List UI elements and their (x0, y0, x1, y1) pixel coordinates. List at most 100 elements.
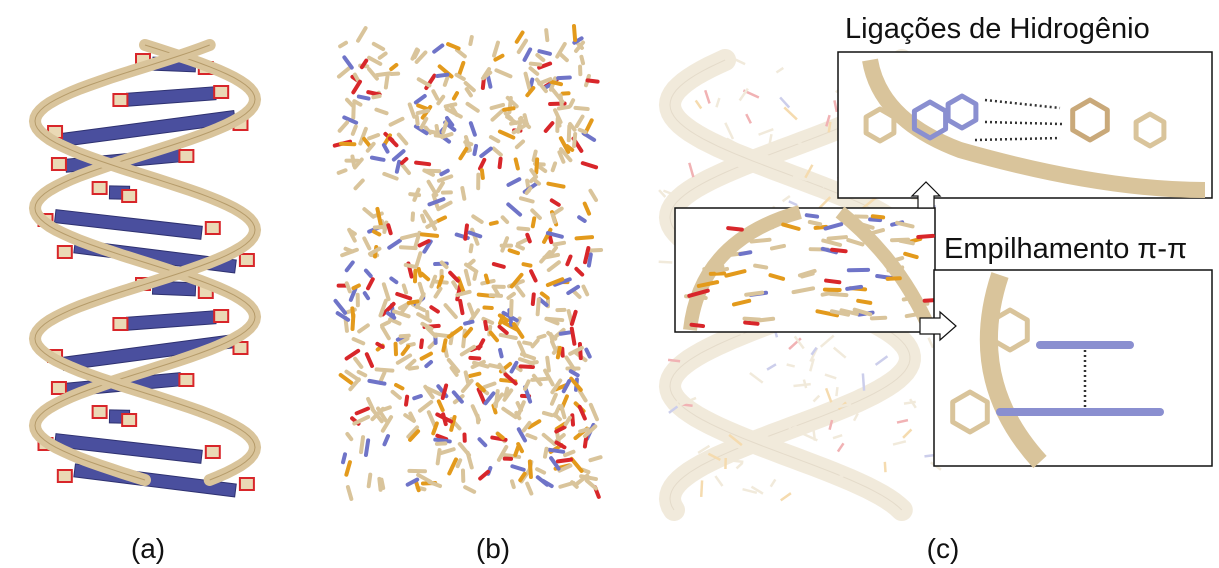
bond (531, 64, 540, 65)
bond (459, 63, 463, 75)
bond (462, 188, 464, 199)
bond (524, 423, 530, 431)
bond (572, 415, 573, 424)
bond (364, 209, 373, 217)
bond (558, 78, 570, 79)
bond (569, 126, 570, 140)
bond (460, 149, 466, 158)
bond (366, 271, 371, 276)
bond (429, 199, 443, 204)
bond (548, 184, 563, 187)
bond (574, 26, 575, 40)
bond (510, 250, 518, 253)
bond (717, 269, 727, 271)
figure: Ligações de Hidrogênio Empilhamento π-π … (0, 0, 1219, 568)
bond (683, 404, 693, 405)
bond (438, 450, 440, 463)
bond (771, 479, 776, 486)
bond (384, 284, 389, 299)
bond (533, 218, 534, 226)
bond (482, 170, 483, 178)
bond (470, 233, 481, 237)
bond (466, 372, 468, 382)
bond (591, 405, 597, 419)
bond (435, 440, 450, 442)
bond (696, 100, 702, 108)
bond (380, 54, 386, 58)
bond (863, 373, 864, 390)
bond (531, 271, 535, 280)
bond (552, 395, 556, 404)
bond (357, 409, 368, 414)
bond (500, 159, 501, 167)
bond (517, 33, 523, 42)
bond (466, 271, 469, 284)
bond (355, 359, 361, 367)
bond (359, 97, 369, 99)
bond (539, 51, 550, 54)
bond (478, 416, 479, 423)
bond (429, 182, 437, 195)
bond (538, 299, 539, 314)
bond (581, 57, 583, 63)
bond (781, 493, 791, 500)
bond (802, 274, 813, 277)
bond (417, 117, 418, 124)
bond (402, 159, 406, 163)
sugar (113, 318, 127, 330)
bond (689, 163, 693, 177)
bond (924, 455, 933, 456)
sugar (240, 254, 254, 266)
bond (518, 239, 528, 244)
bond (382, 322, 389, 325)
bond (471, 245, 472, 251)
bond (737, 463, 743, 469)
bond (394, 151, 404, 159)
sugar (52, 382, 66, 394)
bond (434, 46, 442, 52)
bond (772, 246, 784, 249)
bond (527, 484, 531, 494)
bond (470, 374, 479, 376)
bond (347, 434, 351, 439)
bond (826, 281, 839, 283)
bond (515, 446, 518, 455)
bond (347, 100, 352, 106)
bond (485, 322, 486, 329)
bond (410, 194, 419, 195)
bond (508, 179, 519, 185)
bond (572, 459, 582, 471)
bond (359, 325, 368, 331)
bond (715, 476, 722, 486)
bond (486, 275, 488, 282)
bond (443, 340, 445, 350)
sugar (58, 470, 72, 482)
bond (554, 243, 564, 245)
bond (836, 387, 837, 396)
bond (389, 241, 400, 248)
bond (500, 132, 513, 138)
bond (396, 385, 402, 388)
bond (539, 336, 545, 338)
bond (406, 265, 415, 267)
bond (549, 262, 559, 270)
bond (436, 289, 441, 297)
bond (907, 314, 920, 316)
bond (390, 319, 399, 323)
bond (494, 43, 498, 56)
bond (491, 295, 501, 296)
bond (414, 396, 421, 398)
bond (750, 373, 763, 383)
bond (390, 138, 397, 145)
bond (352, 157, 354, 166)
bond (348, 487, 351, 499)
bond (580, 407, 585, 419)
bond (583, 287, 587, 295)
bond (579, 217, 585, 221)
bond (544, 413, 552, 415)
bond (484, 307, 491, 308)
bond (426, 362, 431, 366)
bond (580, 344, 581, 358)
bond (521, 366, 533, 367)
bond (471, 123, 475, 135)
